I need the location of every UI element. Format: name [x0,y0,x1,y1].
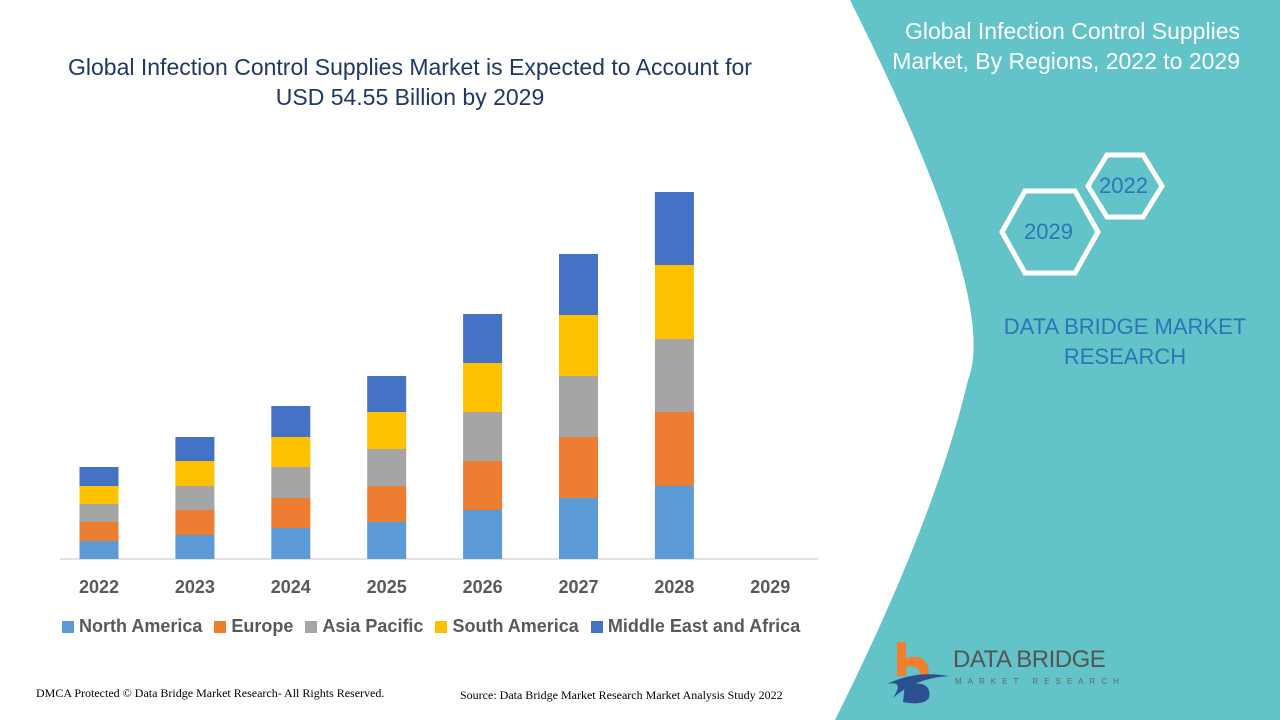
bar-segment-2024-north-america [271,528,311,559]
bar-segment-2027-middle-east-and-africa [559,254,598,315]
bar-segment-2023-south-america [175,461,215,486]
bar-segment-2028-europe [654,412,694,486]
legend-label: South America [452,616,579,636]
hexagon-2029 [999,188,1101,276]
hexagon-2022 [1085,152,1165,220]
bar-segment-2026-north-america [463,510,503,559]
copyright-footer: DMCA Protected © Data Bridge Market Rese… [36,686,385,700]
legend-item: South America [435,616,579,637]
bar-segment-2023-asia-pacific [175,486,215,510]
legend-label: Asia Pacific [322,616,424,636]
legend-item: North America [62,616,202,637]
bar-segment-2027-asia-pacific [559,376,598,437]
legend-swatch [214,620,227,633]
x-tick-label: 2029 [750,577,790,597]
legend-label: Europe [231,616,294,636]
legend-label: North America [79,616,203,636]
legend-swatch [435,620,448,633]
side-panel [835,0,1280,720]
hex-label-2029: 2029 [1024,219,1073,244]
x-tick-label: 2025 [367,577,407,597]
bar-segment-2024-asia-pacific [271,467,311,498]
x-tick-label: 2028 [654,577,694,597]
bar-segment-2028-north-america [654,486,694,559]
legend-label: Middle East and Africa [607,616,801,636]
bar-segment-2023-europe [175,510,215,535]
bar-segment-2026-asia-pacific [463,412,503,461]
source-footer: Source: Data Bridge Market Research Mark… [460,688,783,702]
legend-swatch [305,620,318,633]
bar-segment-2022-middle-east-and-africa [79,467,119,486]
bar-segment-2025-south-america [367,412,407,449]
x-tick-label: 2026 [463,577,503,597]
legend-item: Europe [214,616,293,637]
bar-segment-2025-middle-east-and-africa [367,376,407,412]
bar-segment-2024-europe [271,498,311,528]
legend-swatch [62,620,74,633]
bar-segment-2022-north-america [79,541,119,559]
legend-swatch [590,620,603,633]
legend: North America Europe Asia Pacific South Ame… [62,616,800,637]
logo-subtitle: MARKET RESEARCH [955,677,1125,686]
bar-segment-2025-europe [367,486,407,522]
bar-segment-2027-north-america [559,498,598,559]
x-tick-label: 2027 [558,577,598,597]
bar-segment-2022-europe [79,522,119,541]
hex-label-2022: 2022 [1099,173,1148,198]
chart-title: Global Infection Control Supplies Market… [68,54,752,110]
logo-name: DATA BRIDGE [953,646,1106,673]
data-bridge-logo [887,642,949,704]
x-tick-label: 2024 [271,577,311,597]
bar-segment-2028-asia-pacific [654,339,694,412]
bar-segment-2024-middle-east-and-africa [271,406,311,437]
bar-segment-2028-middle-east-and-africa [654,192,694,265]
bar-segment-2027-south-america [559,315,598,376]
side-panel-title: Global Infection Control Supplies Market… [892,18,1240,74]
bar-segment-2028-south-america [654,265,694,339]
bar-segment-2023-north-america [175,535,215,559]
bar-segment-2024-south-america [271,437,311,467]
x-tick-label: 2022 [79,577,119,597]
bar-segment-2026-middle-east-and-africa [463,314,503,363]
bar-segment-2025-north-america [367,522,407,559]
x-tick-label: 2023 [175,577,215,597]
bar-segment-2022-south-america [79,486,119,504]
bar-segment-2026-south-america [463,363,503,412]
legend-item: Asia Pacific [305,616,423,637]
bar-segment-2023-middle-east-and-africa [175,437,215,461]
bar-segment-2026-europe [463,461,503,510]
brand-text: DATA BRIDGE MARKET RESEARCH [1003,314,1247,369]
legend-item: Middle East and Africa [590,616,801,637]
bar-segment-2022-asia-pacific [79,504,119,522]
bar-segment-2027-europe [559,437,598,498]
bar-segment-2025-asia-pacific [367,449,407,486]
